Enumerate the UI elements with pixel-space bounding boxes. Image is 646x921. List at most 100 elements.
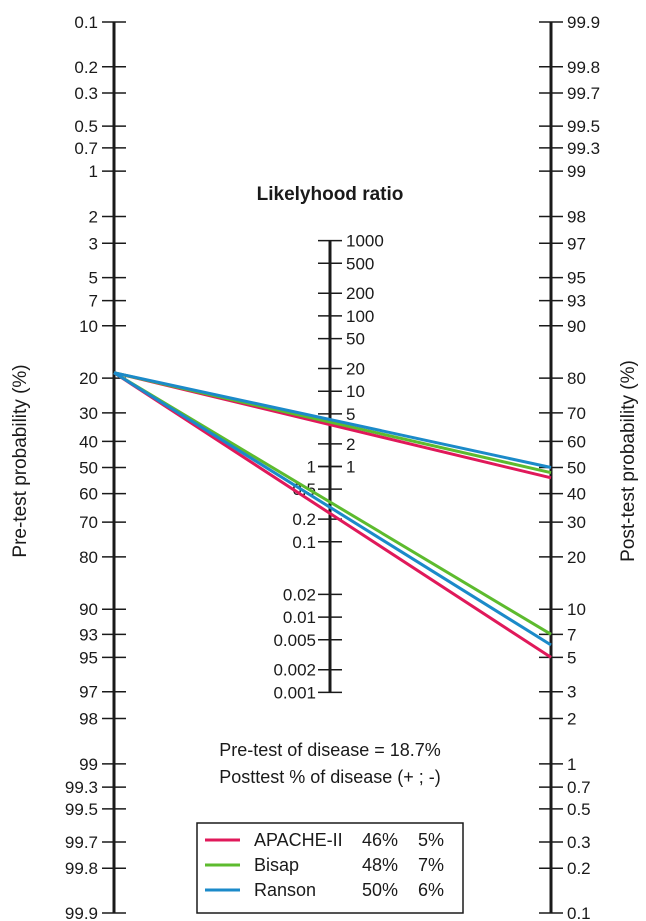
pretest-tick-label-3: 3 [89, 234, 98, 253]
pretest-tick-label-50: 50 [79, 459, 98, 478]
lr-tick-label-2: 2 [346, 435, 355, 454]
lr-tick-label-1000: 1000 [346, 232, 384, 251]
lr-tick-label-low-0-02: 0.02 [283, 585, 316, 604]
legend-negative-bisap: 7% [418, 855, 444, 875]
legend-negative-apache-ii: 5% [418, 830, 444, 850]
lr-tick-label-200: 200 [346, 284, 374, 303]
pretest-tick-label-99-3: 99.3 [65, 778, 98, 797]
legend-box [196, 822, 464, 914]
legend: APACHE-II 46% 5% Bisap 48% 7% Ranson 50% 6% [196, 822, 464, 914]
pretest-tick-label-99-8: 99.8 [65, 859, 98, 878]
posttest-tick-label-99-3: 99.3 [567, 139, 600, 158]
pretest-tick-label-93: 93 [79, 625, 98, 644]
legend-label-bisap: Bisap [254, 855, 299, 875]
posttest-tick-label-0-5: 0.5 [567, 800, 591, 819]
posttest-tick-label-93: 93 [567, 292, 586, 311]
pretest-tick-label-95: 95 [79, 648, 98, 667]
pretest-tick-label-98: 98 [79, 710, 98, 729]
pretest-annotation: Pre-test of disease = 18.7% [219, 740, 441, 760]
posttest-tick-label-3: 3 [567, 683, 576, 702]
pretest-tick-label-20: 20 [79, 369, 98, 388]
posttest-tick-label-7: 7 [567, 625, 576, 644]
lr-tick-label-10: 10 [346, 382, 365, 401]
chart-title: Likelyhood ratio [257, 184, 404, 205]
lr-tick-label-500: 500 [346, 254, 374, 273]
lr-tick-label-100: 100 [346, 307, 374, 326]
pretest-tick-label-0-5: 0.5 [74, 117, 98, 136]
legend-positive-bisap: 48% [362, 855, 398, 875]
legend-negative-ranson: 6% [418, 880, 444, 900]
lr-tick-label-low-0-005: 0.005 [273, 631, 316, 650]
posttest-annotation: Posttest % of disease (+ ; -) [219, 767, 441, 787]
posttest-tick-label-0-3: 0.3 [567, 833, 591, 852]
pretest-tick-label-2: 2 [89, 207, 98, 226]
lr-tick-label-50: 50 [346, 330, 365, 349]
posttest-tick-label-99-7: 99.7 [567, 84, 600, 103]
pretest-tick-label-60: 60 [79, 485, 98, 504]
pretest-tick-label-0-3: 0.3 [74, 84, 98, 103]
pretest-tick-label-97: 97 [79, 683, 98, 702]
posttest-tick-label-99-9: 99.9 [567, 13, 600, 32]
posttest-tick-label-99-5: 99.5 [567, 117, 600, 136]
posttest-tick-label-50: 50 [567, 459, 586, 478]
series-line-positive-ranson [113, 371, 552, 469]
legend-positive-ranson: 50% [362, 880, 398, 900]
posttest-tick-label-1: 1 [567, 755, 576, 774]
posttest-tick-label-99-8: 99.8 [567, 58, 600, 77]
pretest-tick-label-99-5: 99.5 [65, 800, 98, 819]
posttest-tick-label-40: 40 [567, 485, 586, 504]
series-layer [113, 371, 552, 659]
pretest-tick-label-99: 99 [79, 755, 98, 774]
lr-tick-label-low-0-01: 0.01 [283, 608, 316, 627]
posttest-tick-label-90: 90 [567, 317, 586, 336]
pretest-tick-label-1: 1 [89, 162, 98, 181]
pretest-tick-label-0-7: 0.7 [74, 139, 98, 158]
posttest-tick-label-30: 30 [567, 513, 586, 532]
posttest-tick-label-99: 99 [567, 162, 586, 181]
posttest-tick-label-0-7: 0.7 [567, 778, 591, 797]
pretest-tick-label-5: 5 [89, 269, 98, 288]
series-line-negative-apache-ii [113, 371, 552, 659]
pretest-tick-label-30: 30 [79, 404, 98, 423]
pretest-tick-label-99-7: 99.7 [65, 833, 98, 852]
lr-tick-label-20: 20 [346, 360, 365, 379]
pretest-tick-label-0-1: 0.1 [74, 13, 98, 32]
legend-label-apache-ii: APACHE-II [254, 830, 343, 850]
pretest-tick-label-40: 40 [79, 432, 98, 451]
pretest-tick-label-90: 90 [79, 600, 98, 619]
posttest-tick-label-97: 97 [567, 234, 586, 253]
series-line-negative-ranson [113, 371, 552, 647]
lr-tick-label-1: 1 [346, 458, 355, 477]
right-axis-label: Post-test probability (%) [618, 360, 639, 562]
posttest-tick-label-2: 2 [567, 710, 576, 729]
posttest-tick-label-0-1: 0.1 [567, 904, 591, 921]
pretest-tick-label-7: 7 [89, 292, 98, 311]
posttest-tick-label-20: 20 [567, 548, 586, 567]
posttest-tick-label-60: 60 [567, 432, 586, 451]
legend-label-ranson: Ranson [254, 880, 316, 900]
posttest-tick-label-98: 98 [567, 207, 586, 226]
pretest-tick-label-99-9: 99.9 [65, 904, 98, 921]
posttest-tick-label-5: 5 [567, 648, 576, 667]
pretest-tick-label-80: 80 [79, 548, 98, 567]
pretest-tick-label-70: 70 [79, 513, 98, 532]
series-line-negative-bisap [113, 371, 552, 636]
axes-layer: 0.1 0.2 0.3 0.5 0.7 1 2 3 5 7 10 20 30 40 50 60 70 80 90 93… [65, 13, 600, 921]
lr-tick-label-low-0-002: 0.002 [273, 661, 316, 680]
posttest-tick-label-10: 10 [567, 600, 586, 619]
pretest-tick-label-0-2: 0.2 [74, 58, 98, 77]
lr-tick-label-low-0-1: 0.1 [292, 533, 316, 552]
lr-tick-label-low-1: 1 [307, 458, 316, 477]
pretest-tick-label-10: 10 [79, 317, 98, 336]
legend-rows: APACHE-II 46% 5% Bisap 48% 7% Ranson 50% 6% [205, 830, 444, 900]
posttest-tick-label-80: 80 [567, 369, 586, 388]
lr-tick-label-5: 5 [346, 405, 355, 424]
lr-tick-label-low-0-001: 0.001 [273, 683, 316, 702]
posttest-tick-label-95: 95 [567, 269, 586, 288]
posttest-tick-label-0-2: 0.2 [567, 859, 591, 878]
posttest-tick-label-70: 70 [567, 404, 586, 423]
legend-positive-apache-ii: 46% [362, 830, 398, 850]
lr-tick-label-low-0-2: 0.2 [292, 510, 316, 529]
